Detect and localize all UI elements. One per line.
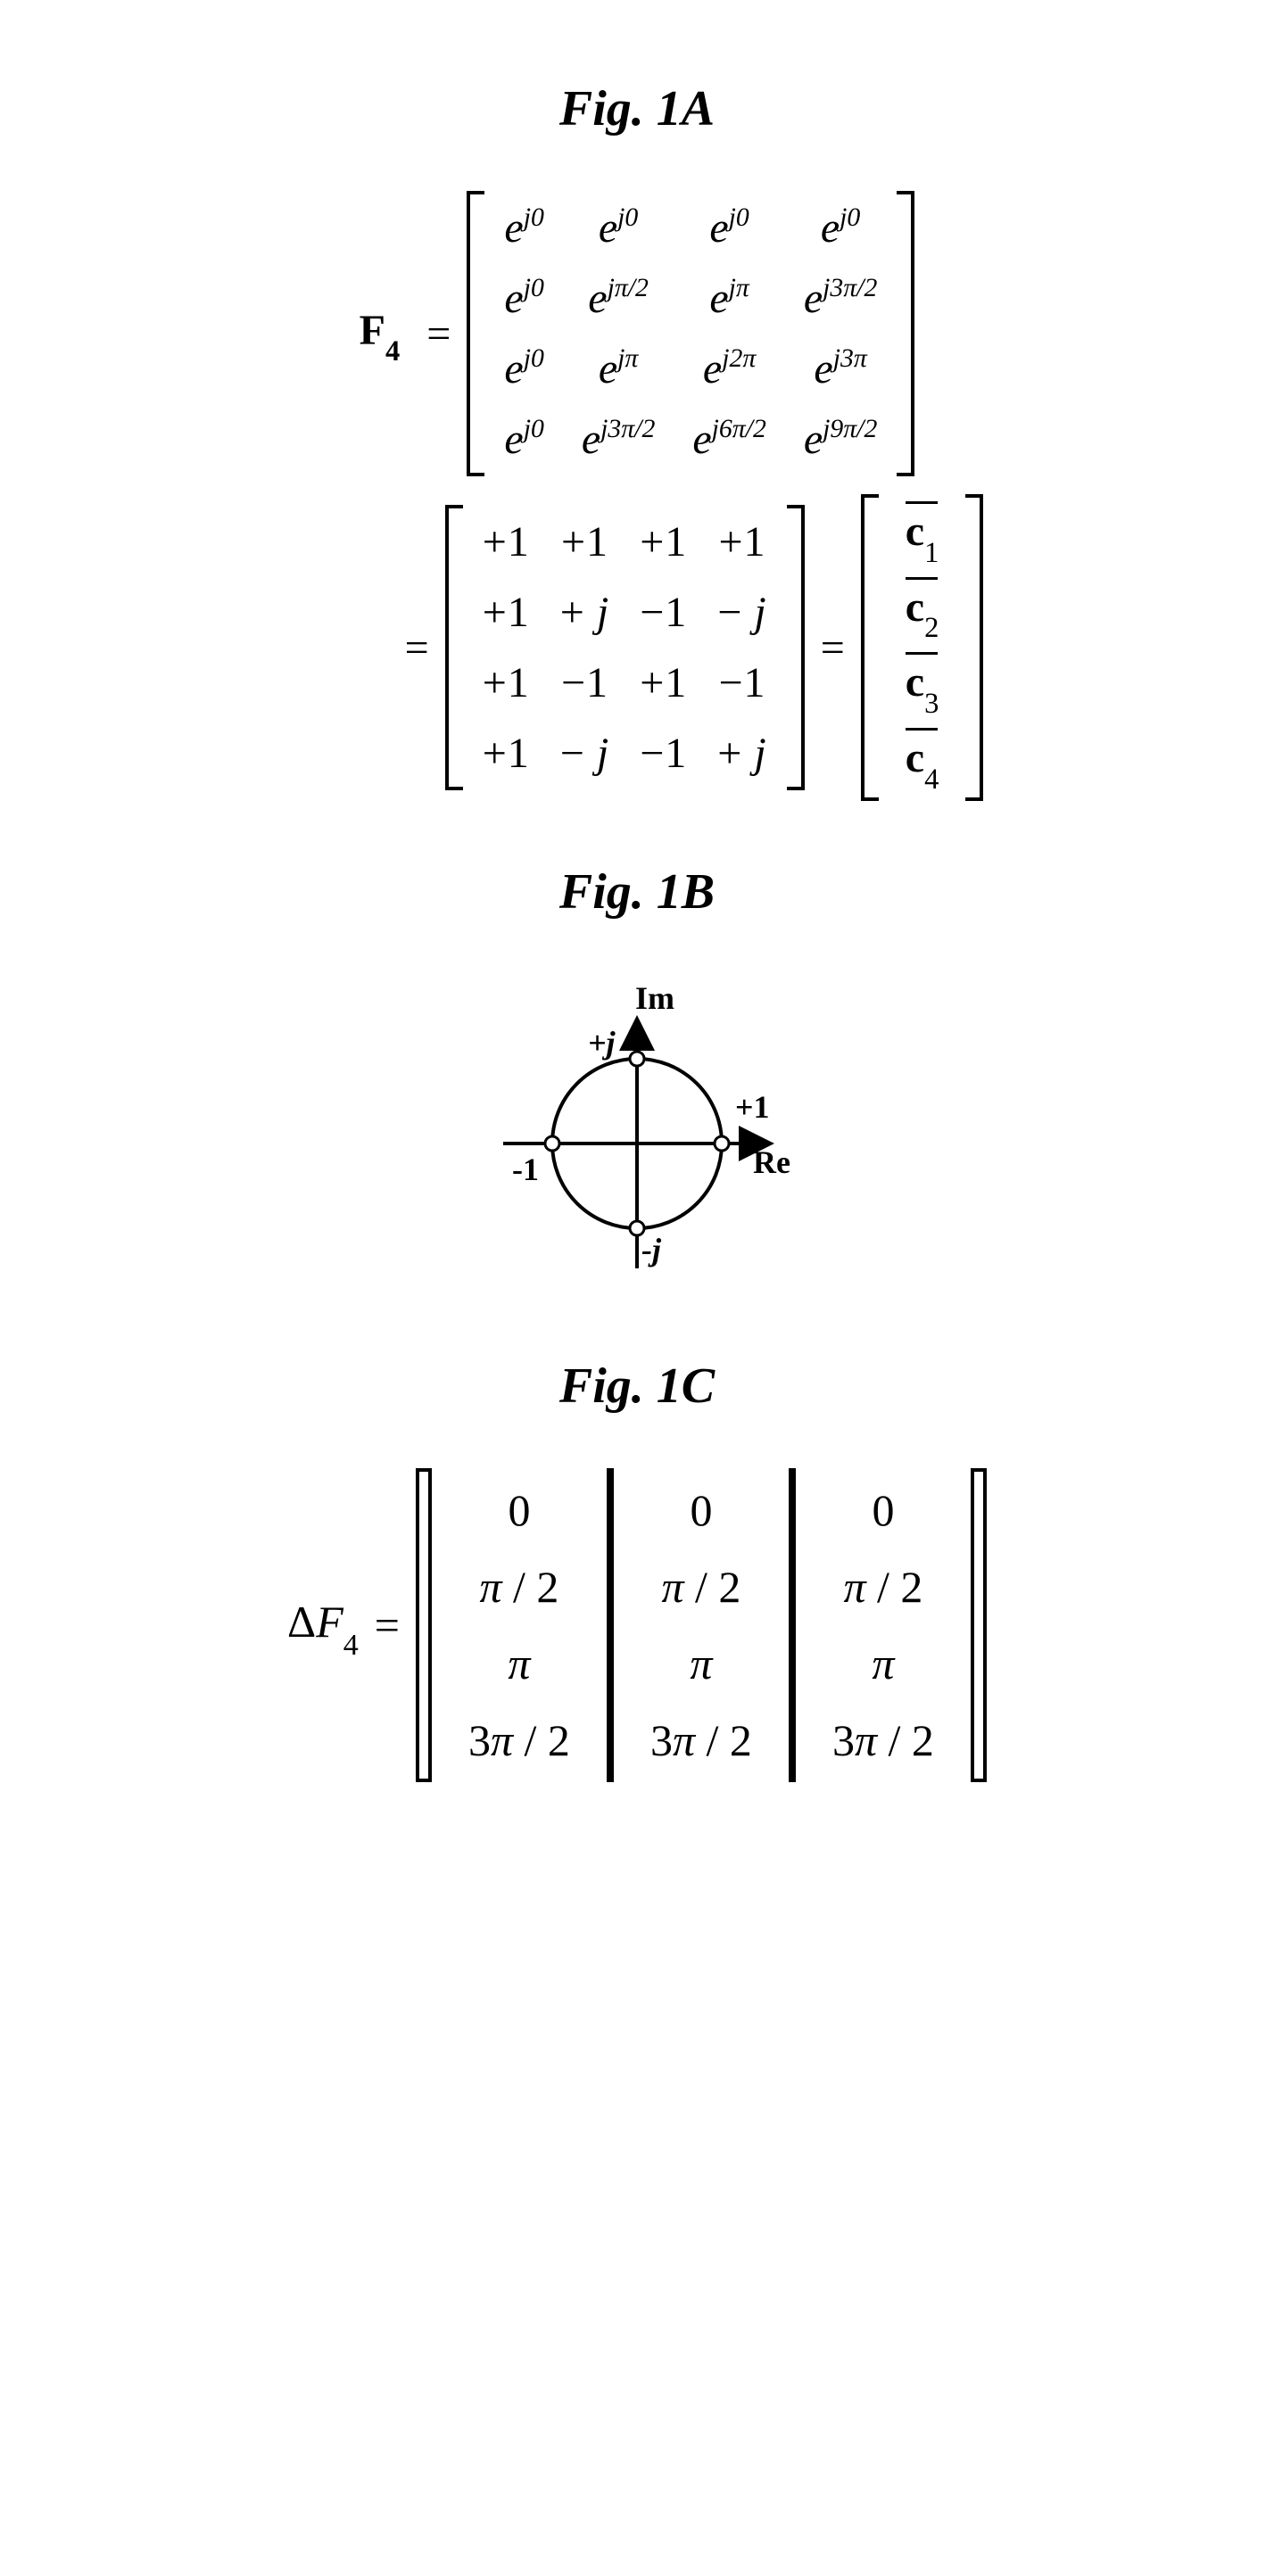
df-cell: π bbox=[872, 1638, 894, 1689]
fig1a-block: F4 = ej0 ej0 ej0 ej0 ej0 ejπ/2 ejπ ej3π/2 ej0 ejπ… bbox=[291, 191, 984, 801]
fig1a-title: Fig. 1A bbox=[559, 80, 715, 137]
num-cell: +1 bbox=[718, 517, 765, 566]
exp-cell: ej0 bbox=[709, 203, 749, 252]
page: Fig. 1A F4 = ej0ej0ej0ej0ej0ejπ/2ejπej3π… bbox=[0, 54, 1274, 1782]
unit-circle-diagram: Im Re +j -j +1 -1 bbox=[450, 974, 824, 1295]
num-matrix: +1 +1 +1 +1 +1 + j −1 − j +1 −1 +1 −1 +1 − j −1 + j bbox=[463, 505, 787, 790]
exp-cell: ej0 bbox=[504, 274, 543, 323]
df-cell: π bbox=[508, 1638, 530, 1689]
df-cell: 0 bbox=[508, 1484, 530, 1536]
num-cell: +1 bbox=[640, 517, 687, 566]
exp-cell: ej2π bbox=[703, 344, 756, 393]
df-cell: 3π / 2 bbox=[650, 1714, 752, 1766]
exp-cell: ej0 bbox=[504, 415, 543, 464]
bracket-left-icon bbox=[861, 494, 879, 801]
num-cell: −1 bbox=[561, 658, 608, 707]
exp-cell: ejπ bbox=[599, 344, 638, 393]
bracket-left-icon bbox=[467, 191, 484, 476]
outer-bracket-right-icon bbox=[974, 1468, 987, 1782]
df-column: 0 π / 2 π 3π / 2 bbox=[428, 1468, 610, 1782]
fig1a-row2: = +1 +1 +1 +1 +1 + j −1 − j +1 −1 +1 −1 +1 − j −1 + j =… bbox=[389, 494, 984, 801]
exp-cell: ej6π/2 bbox=[692, 415, 766, 464]
df-cell: π bbox=[690, 1638, 712, 1689]
num-matrix-bracket: +1 +1 +1 +1 +1 + j −1 − j +1 −1 +1 −1 +1 − j −1 + j bbox=[445, 505, 805, 790]
bracket-left-icon bbox=[445, 505, 463, 790]
df-cell: π / 2 bbox=[661, 1561, 740, 1613]
point-minus1-icon bbox=[545, 1136, 559, 1151]
c-vector: c1 c2 c3 c4 bbox=[879, 494, 966, 801]
im-label: Im bbox=[635, 979, 674, 1017]
num-cell: −1 bbox=[640, 588, 687, 637]
fig1b-title: Fig. 1B bbox=[559, 863, 715, 921]
point-plusj-icon bbox=[630, 1052, 644, 1066]
exp-cell: ejπ/2 bbox=[588, 274, 649, 323]
exp-cell: ejπ bbox=[709, 274, 749, 323]
df-cell: 0 bbox=[690, 1484, 712, 1536]
df-columns: 0 π / 2 π 3π / 2 0 π / 2 π 3π / 2 0 π / 2 π 3π / 2 bbox=[428, 1468, 974, 1782]
exp-cell: ej3π/2 bbox=[582, 415, 656, 464]
exp-cell: ej3π/2 bbox=[804, 274, 878, 323]
re-label: Re bbox=[753, 1144, 790, 1181]
equals-4: = bbox=[375, 1599, 400, 1651]
df-cell: 0 bbox=[872, 1484, 894, 1536]
c-cell: c2 bbox=[906, 582, 939, 639]
num-cell: + j bbox=[560, 588, 609, 637]
c-cell: c4 bbox=[906, 733, 939, 789]
bracket-right-icon bbox=[897, 191, 914, 476]
exp-cell: ej0 bbox=[504, 203, 543, 252]
bracket-right-icon bbox=[787, 505, 805, 790]
exp-matrix: ej0 ej0 ej0 ej0 ej0 ejπ/2 ejπ ej3π/2 ej0 ejπ ej2π e… bbox=[484, 191, 897, 476]
df-cell: 3π / 2 bbox=[832, 1714, 934, 1766]
exp-cell: ej0 bbox=[821, 203, 860, 252]
c-cell: c1 bbox=[906, 507, 939, 563]
point-plus1-icon bbox=[715, 1136, 729, 1151]
fig1a-F-sub: 4 bbox=[385, 335, 400, 367]
plus1-label: +1 bbox=[735, 1088, 770, 1126]
exp-cell: ej0 bbox=[504, 344, 543, 393]
num-cell: −1 bbox=[718, 658, 765, 707]
exp-cell: ej9π/2 bbox=[804, 415, 878, 464]
num-cell: + j bbox=[717, 729, 766, 778]
delta-F-label: ΔF4 bbox=[287, 1596, 359, 1655]
equals-2: = bbox=[405, 623, 429, 673]
plusj-label: +j bbox=[588, 1024, 616, 1061]
c-cell: c3 bbox=[906, 657, 939, 714]
df-column: 0 π / 2 π 3π / 2 bbox=[610, 1468, 792, 1782]
F-sub: 4 bbox=[343, 1629, 359, 1662]
F-sym: F bbox=[316, 1597, 343, 1647]
equals-1: = bbox=[426, 310, 451, 359]
fig1a-row1: F4 = ej0 ej0 ej0 ej0 ej0 ejπ/2 ejπ ej3π/2 ej0 ejπ… bbox=[360, 191, 915, 476]
fig1a-F-sym: F bbox=[360, 307, 385, 354]
fig1a-F-label: F4 bbox=[360, 306, 401, 362]
delta-sym: Δ bbox=[287, 1597, 316, 1647]
exp-matrix-bracket: ej0 ej0 ej0 ej0 ej0 ejπ/2 ejπ ej3π/2 ej0 ejπ ej2π e… bbox=[467, 191, 914, 476]
num-cell: − j bbox=[717, 588, 766, 637]
fig1c-title: Fig. 1C bbox=[559, 1358, 715, 1415]
minusj-label: -j bbox=[641, 1231, 661, 1268]
outer-bracket: 0 π / 2 π 3π / 2 0 π / 2 π 3π / 2 0 π / 2 π 3π / 2 bbox=[416, 1468, 987, 1782]
c-vector-bracket: c1 c2 c3 c4 bbox=[861, 494, 984, 801]
num-cell: −1 bbox=[640, 729, 687, 778]
outer-bracket-left-icon bbox=[416, 1468, 428, 1782]
num-cell: +1 bbox=[483, 658, 530, 707]
minus1-label: -1 bbox=[512, 1151, 539, 1188]
df-column: 0 π / 2 π 3π / 2 bbox=[792, 1468, 974, 1782]
num-cell: +1 bbox=[640, 658, 687, 707]
exp-cell: ej0 bbox=[599, 203, 638, 252]
df-cell: π / 2 bbox=[479, 1561, 558, 1613]
bracket-right-icon bbox=[965, 494, 983, 801]
num-cell: +1 bbox=[483, 517, 530, 566]
exp-cell: ej3π bbox=[814, 344, 866, 393]
num-cell: − j bbox=[560, 729, 609, 778]
df-cell: 3π / 2 bbox=[468, 1714, 570, 1766]
num-cell: +1 bbox=[483, 729, 530, 778]
unit-circle-svg bbox=[450, 974, 824, 1295]
num-cell: +1 bbox=[561, 517, 608, 566]
equals-3: = bbox=[821, 623, 845, 673]
num-cell: +1 bbox=[483, 588, 530, 637]
df-cell: π / 2 bbox=[843, 1561, 922, 1613]
fig1c-row: ΔF4 = 0 π / 2 π 3π / 2 0 π / 2 π 3π / 2 0 π / 2 π 3… bbox=[287, 1468, 987, 1782]
